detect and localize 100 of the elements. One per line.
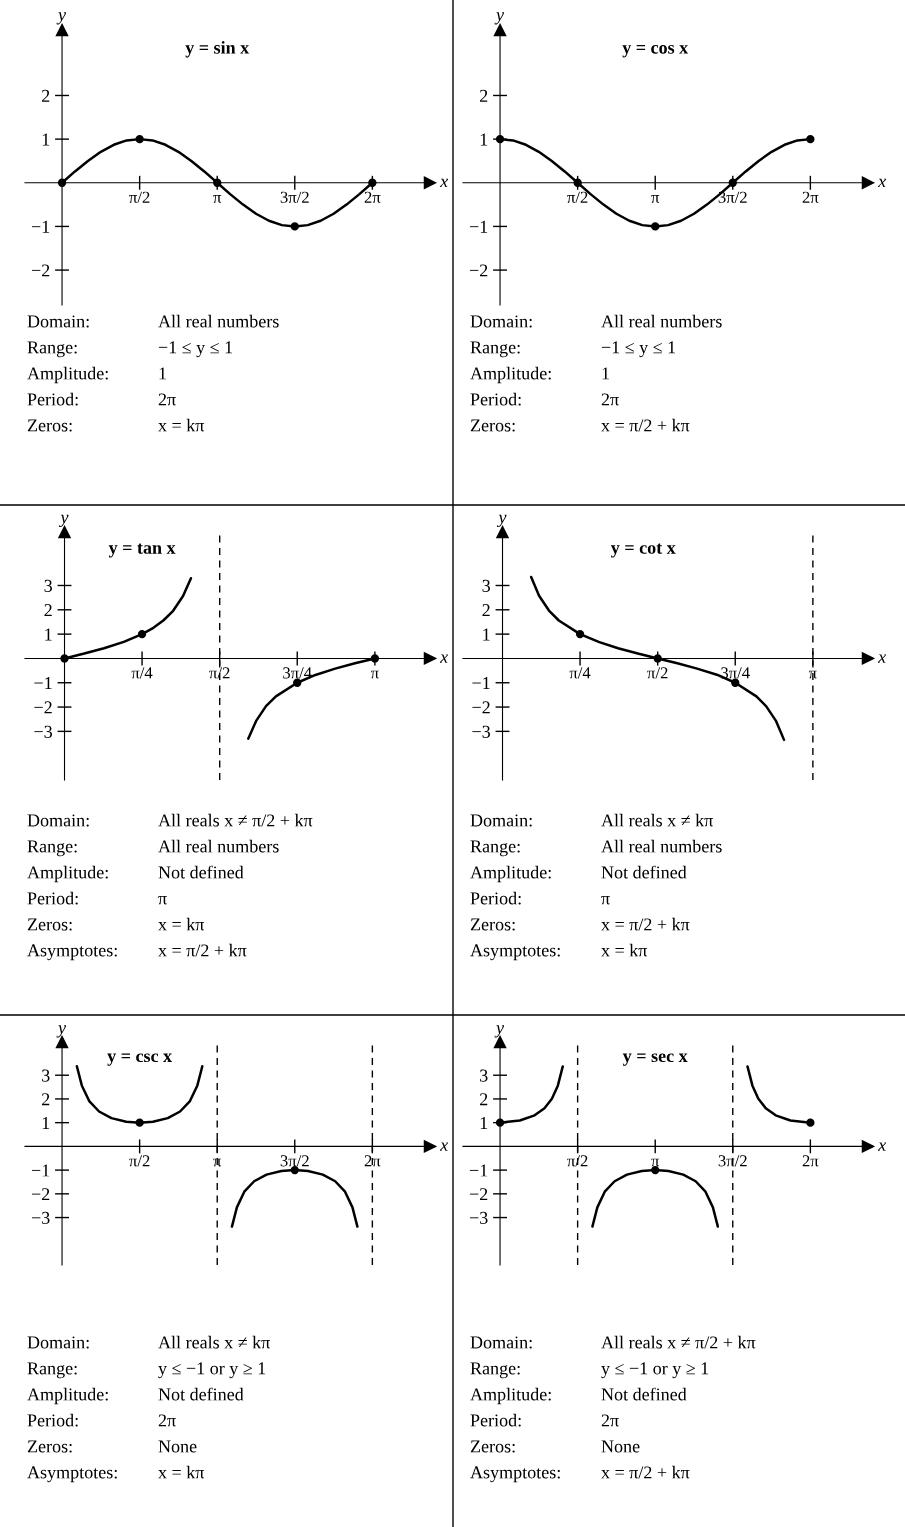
x-tick-label: π/2 <box>129 191 150 203</box>
text: Range: −1 ≤ y ≤ 1 <box>470 341 676 358</box>
y-axis-title: y <box>56 1025 67 1038</box>
text: y = cot x <box>610 543 676 558</box>
point <box>495 134 505 144</box>
point <box>653 654 662 663</box>
text: Period: 2π <box>470 1413 619 1427</box>
point <box>137 629 147 639</box>
text: Zeros: x = π/2 + kπ <box>470 917 690 931</box>
y-tick-label: 1 <box>42 1117 50 1129</box>
y-tick-label: −3 <box>469 1211 488 1224</box>
y-tick-label: 2 <box>42 89 50 102</box>
x-tick-label: 3π/2 <box>718 191 747 203</box>
point <box>135 134 144 144</box>
point <box>573 178 582 187</box>
point <box>575 629 585 639</box>
y-tick-label: −1 <box>469 220 488 233</box>
point <box>651 222 660 231</box>
y-tick-label: −2 <box>31 1188 50 1201</box>
text: Amplitude: Not defined <box>470 1387 687 1405</box>
y-axis-title: y <box>494 12 505 25</box>
text: Domain: All reals x ≠ π/2 + kπ <box>27 813 313 827</box>
text: Domain: All real numbers <box>470 314 722 328</box>
point <box>60 654 69 663</box>
text: Range: All real numbers <box>470 839 722 857</box>
text: y = tan x <box>108 543 176 558</box>
text: y = sin x <box>185 41 250 58</box>
text: Period: π <box>27 891 167 905</box>
y-tick-label: −1 <box>472 677 490 690</box>
x-tick-label: π/2 <box>567 191 588 203</box>
y-tick-label: 3 <box>42 1069 50 1082</box>
x-tick-label: π <box>651 195 660 203</box>
y-axis-title: y <box>59 514 69 528</box>
text: Amplitude: Not defined <box>27 865 244 883</box>
y-tick-label: 1 <box>483 628 490 641</box>
y-tick-label: 3 <box>44 579 52 592</box>
y-tick-label: −1 <box>34 677 52 690</box>
text: Range: y ≤ −1 or y ≥ 1 <box>27 1362 266 1379</box>
text: Zeros: None <box>27 1440 197 1453</box>
y-tick-label: −2 <box>469 264 488 277</box>
text: Zeros: None <box>470 1440 640 1453</box>
x-tick-label: 2π <box>802 1155 819 1167</box>
x-axis-title: x <box>877 178 887 188</box>
text: Domain: All reals x ≠ kπ <box>470 813 714 827</box>
point <box>728 178 737 187</box>
y-tick-label: −1 <box>469 1164 488 1177</box>
y-tick-label: 3 <box>482 579 490 592</box>
x-tick-label: π/4 <box>569 667 591 679</box>
point <box>290 222 299 231</box>
text: Period: π <box>470 891 610 905</box>
x-tick-label: π/2 <box>647 667 668 679</box>
y-axis-title: y <box>494 1025 505 1038</box>
y-tick-label: −3 <box>472 725 490 738</box>
text: Asymptotes: x = kπ <box>27 1465 205 1483</box>
text: Period: 2π <box>27 1413 176 1427</box>
text: Asymptotes: x = π/2 + kπ <box>470 1465 690 1483</box>
text: Amplitude: 1 <box>470 366 609 384</box>
y-tick-label: −1 <box>31 1164 50 1177</box>
point <box>213 178 222 187</box>
x-tick-label: π <box>651 1158 660 1167</box>
x-tick-label: 2π <box>802 191 819 203</box>
chart-title: y = sec x <box>622 1053 688 1066</box>
x-tick-label: π/2 <box>209 667 230 679</box>
x-tick-label: 3π/2 <box>280 1155 309 1167</box>
point <box>368 178 377 187</box>
x-axis-title: x <box>877 1142 887 1151</box>
x-tick-label: 3π/4 <box>283 667 312 679</box>
y-tick-label: 3 <box>480 1069 488 1082</box>
y-tick-label: −3 <box>31 1211 50 1224</box>
y-tick-label: 2 <box>480 89 488 102</box>
text: Zeros: x = kπ <box>27 418 205 432</box>
text: Zeros: x = π/2 + kπ <box>470 418 690 432</box>
text: Zeros: x = kπ <box>27 917 205 931</box>
point <box>806 134 815 144</box>
y-tick-label: −2 <box>469 1188 488 1201</box>
y-tick-label: 1 <box>42 133 50 146</box>
x-tick-label: π/4 <box>131 667 153 679</box>
x-axis-title: x <box>439 654 449 663</box>
text: Domain: All reals x ≠ π/2 + kπ <box>470 1335 756 1349</box>
text: Amplitude: Not defined <box>27 1387 244 1405</box>
x-tick-label: 3π/2 <box>280 191 309 203</box>
text: Domain: All real numbers <box>27 314 279 328</box>
y-tick-label: 2 <box>42 1093 50 1106</box>
y-tick-label: 2 <box>482 604 490 617</box>
text: Asymptotes: x = kπ <box>470 943 648 961</box>
line-series <box>230 1168 359 1228</box>
text: Range: y ≤ −1 or y ≥ 1 <box>470 1362 709 1379</box>
chart-title: y = csc x <box>107 1053 173 1066</box>
text: y = cos x <box>622 45 689 58</box>
x-tick-label: 3π/4 <box>721 667 750 679</box>
y-axis-title: y <box>56 12 67 25</box>
y-tick-label: −1 <box>31 220 50 233</box>
text: Range: −1 ≤ y ≤ 1 <box>27 341 233 358</box>
text: Amplitude: Not defined <box>470 865 687 883</box>
y-tick-label: −2 <box>31 264 50 277</box>
y-axis-title: y <box>497 514 507 528</box>
x-axis-title: x <box>877 654 887 663</box>
x-tick-label: π/2 <box>129 1155 150 1167</box>
text: Amplitude: 1 <box>27 366 166 384</box>
y-tick-label: −2 <box>472 701 490 714</box>
